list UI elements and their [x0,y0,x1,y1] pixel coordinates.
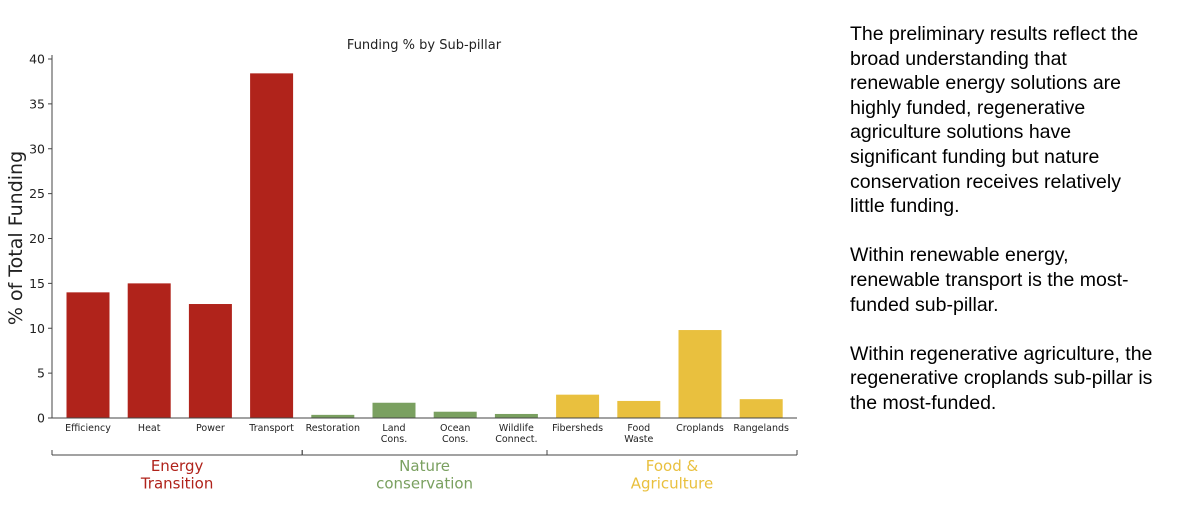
y-tick-label: 20 [29,231,45,246]
bar-transport [250,73,294,419]
x-tick-label: Restoration [306,423,360,434]
bar-efficiency [66,292,110,418]
y-tick-label: 10 [29,321,45,336]
x-tick-label: Land Cons. [381,423,407,445]
y-tick-label: 0 [37,411,45,426]
funding-bar-chart: Funding % by Sub-pillar % of Total Fundin… [5,38,798,493]
commentary-line: renewable energy solutions are [850,72,1122,95]
group-label: Energy Transition [140,457,214,493]
bar-ocean [433,411,477,418]
x-tick-label: Rangelands [733,423,789,434]
bar-croplands [678,330,722,418]
bar-power [188,304,232,418]
y-tick-label: 35 [29,96,45,111]
x-tick-label: Croplands [676,423,724,434]
x-tick-label: Heat [138,423,161,434]
chart-title: Funding % by Sub-pillar [347,38,502,53]
bar-rangelands [739,399,783,418]
commentary-line: Within regenerative agriculture, the [850,342,1153,365]
commentary-line: significant funding but nature [850,145,1100,168]
commentary-line: regenerative croplands sub-pillar is [850,367,1153,390]
bar-restoration [311,414,355,418]
y-tick-label: 25 [29,186,45,201]
commentary-paragraph: Within regenerative agriculture, the rege… [850,342,1195,416]
x-tick-label: Fibersheds [552,423,603,434]
commentary-line: little funding. [850,195,960,218]
x-tick-label: Ocean Cons. [440,423,470,445]
commentary-line: conservation receives relatively [850,170,1121,193]
bar-wildlife [494,413,538,418]
commentary-line: the most-funded. [850,391,997,414]
group-label: Food & Agriculture [631,457,714,493]
x-tick-label: Transport [248,423,294,434]
y-tick-label: 30 [29,141,45,156]
commentary-line: agriculture solutions have [850,121,1072,144]
commentary-line: renewable transport is the most- [850,268,1129,291]
bar-land [372,402,416,418]
commentary: The preliminary results reflect the broad… [850,22,1195,440]
commentary-paragraph: The preliminary results reflect the broad… [850,22,1195,219]
commentary-line: Within renewable energy, [850,244,1069,267]
commentary-line: highly funded, regenerative [850,96,1086,119]
commentary-line: The preliminary results reflect the [850,23,1139,45]
group-label: Nature conservation [376,457,473,493]
bar-food [617,400,661,418]
bar-fibersheds [556,394,600,418]
x-tick-label: Wildlife Connect. [495,423,537,445]
y-axis-label: % of Total Funding [5,151,27,325]
commentary-line: broad understanding that [850,47,1067,70]
bar-heat [127,283,171,418]
x-tick-label: Food Waste [624,423,653,445]
x-tick-label: Power [196,423,225,434]
commentary-line: funded sub-pillar. [850,293,999,316]
x-tick-label: Efficiency [65,423,111,434]
y-tick-label: 5 [37,366,45,381]
commentary-paragraph: Within renewable energy, renewable transp… [850,243,1195,317]
y-tick-label: 40 [29,52,45,67]
y-tick-label: 15 [29,276,45,291]
